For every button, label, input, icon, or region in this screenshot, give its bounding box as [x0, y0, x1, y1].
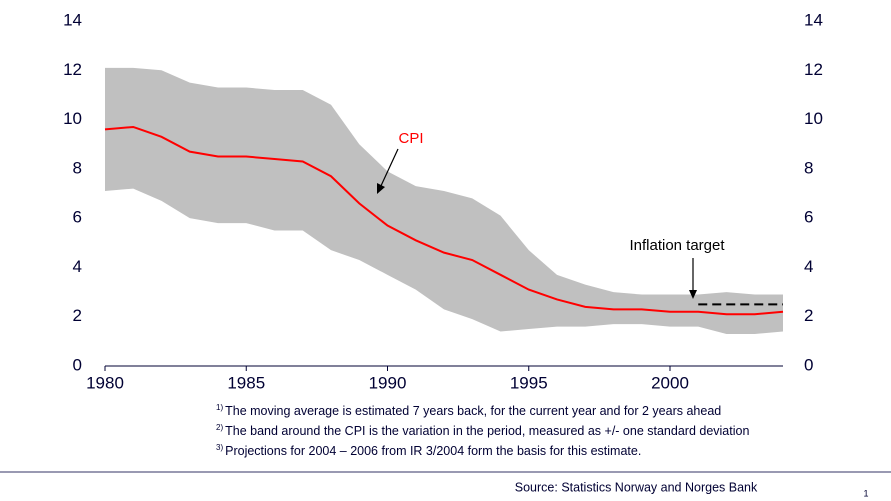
- y-tick-label: 12: [63, 60, 82, 79]
- target-arrowhead: [689, 290, 697, 299]
- x-tick-label: 1985: [227, 373, 265, 392]
- footnote-marker: 3): [216, 443, 223, 452]
- y2-tick-label: 12: [804, 60, 823, 79]
- footnote-text: The moving average is estimated 7 years …: [225, 404, 721, 418]
- x-tick-label: 1980: [86, 373, 124, 392]
- y2-tick-label: 10: [804, 109, 823, 128]
- y-tick-label: 8: [73, 158, 82, 177]
- annotations: [377, 148, 697, 299]
- x-tick-label: 2000: [651, 373, 689, 392]
- cpi-arrowhead: [377, 183, 385, 194]
- footnote-text: The band around the CPI is the variation…: [225, 424, 749, 438]
- y2-tick-label: 8: [804, 158, 813, 177]
- page-number: 1: [863, 488, 868, 498]
- y-tick-label: 14: [63, 10, 82, 29]
- y2-tick-label: 2: [804, 306, 813, 325]
- target-label: Inflation target: [629, 237, 725, 254]
- y2-tick-label: 14: [804, 10, 823, 29]
- cpi-arrow: [379, 148, 399, 189]
- source: Source: Statistics Norway and Norges Ban…: [515, 480, 758, 494]
- band: [105, 67, 783, 334]
- y-tick-label: 10: [63, 109, 82, 128]
- y-tick-label: 2: [73, 306, 82, 325]
- series-label: CPI: [398, 130, 423, 147]
- footnote-marker: 2): [216, 423, 223, 432]
- footnote-text: Projections for 2004 – 2006 from IR 3/20…: [225, 444, 641, 458]
- footnote: 1) The moving average is estimated 7 year…: [216, 403, 721, 418]
- y2-tick-label: 0: [804, 355, 813, 374]
- footnote-marker: 1): [216, 403, 223, 412]
- y2-tick-label: 6: [804, 208, 813, 227]
- x-tick-label: 1995: [510, 373, 548, 392]
- y-tick-label: 0: [73, 355, 82, 374]
- footnote: 3) Projections for 2004 – 2006 from IR 3/…: [216, 443, 641, 458]
- y2-tick-label: 4: [804, 257, 813, 276]
- cpi-line: [104, 125, 784, 316]
- y-tick-label: 4: [73, 257, 82, 276]
- footnote: 2) The band around the CPI is the variati…: [216, 423, 749, 438]
- x-tick-label: 1990: [369, 373, 407, 392]
- y-tick-label: 6: [73, 208, 82, 227]
